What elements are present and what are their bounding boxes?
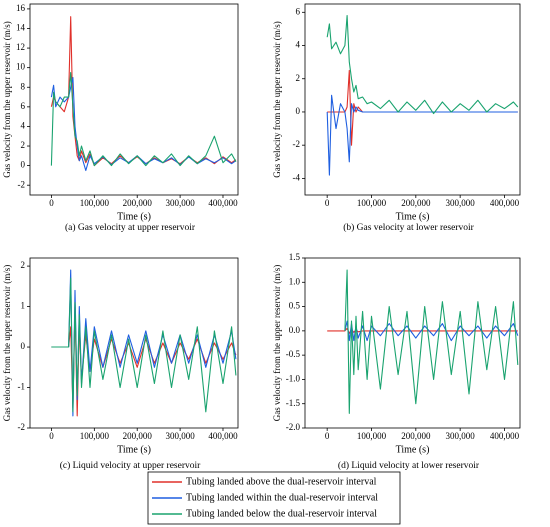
- y-tick-label: 0: [296, 106, 301, 116]
- y-tick-label: 8: [21, 81, 26, 91]
- y-tick-label: -0.5: [286, 349, 301, 359]
- y-tick-label: 1: [21, 301, 26, 311]
- y-axis-label: Gas velocity from the upper reservoir (m…: [272, 265, 282, 421]
- series-line: [326, 94, 518, 176]
- series-line: [50, 16, 237, 167]
- x-tick-label: 0: [325, 431, 330, 441]
- y-tick-label: -1.0: [286, 373, 301, 383]
- y-tick-label: -2: [293, 139, 301, 149]
- x-tick-label: 0: [325, 198, 330, 208]
- caption: (b) Gas velocity at lower reservoir: [343, 222, 474, 233]
- y-tick-label: 1.0: [289, 276, 301, 286]
- y-tick-label: -1: [18, 382, 26, 392]
- y-tick-label: 12: [16, 42, 25, 52]
- x-axis-label: Time (s): [117, 444, 151, 455]
- y-tick-label: -1.5: [286, 398, 301, 408]
- plot-frame: [304, 257, 521, 429]
- y-tick-label: 0.5: [289, 301, 301, 311]
- x-tick-label: 300,000: [446, 431, 476, 441]
- x-tick-label: 200,000: [123, 198, 153, 208]
- legend-box: [147, 471, 401, 525]
- y-axis-label: Gas velocity from the upper reservoir (m…: [2, 21, 12, 177]
- x-tick-label: 400,000: [490, 198, 520, 208]
- y-tick-label: 0.0: [289, 325, 301, 335]
- caption: (c) Liquid velocity at upper reservoir: [60, 460, 201, 471]
- caption: (d) Liquid velocity at lower reservoir: [338, 460, 480, 471]
- series-line: [344, 269, 519, 414]
- series-line: [50, 72, 237, 167]
- series-line: [51, 277, 237, 413]
- y-tick-label: 10: [16, 62, 26, 72]
- y-tick-label: 16: [16, 3, 26, 13]
- y-tick-label: -2: [18, 422, 26, 432]
- series-line: [344, 320, 519, 342]
- legend-label: Tubing landed within the dual-reservoir …: [186, 492, 378, 503]
- y-tick-label: -2.0: [286, 422, 301, 432]
- x-tick-label: 300,000: [165, 431, 195, 441]
- y-axis-label: Gas velocity from the upper reservoir (m…: [272, 21, 282, 177]
- y-tick-label: 1.5: [289, 252, 301, 262]
- y-axis-label: Gas velocity from the upper reservoir (m…: [2, 265, 12, 421]
- y-tick-label: 14: [16, 23, 26, 33]
- x-tick-label: 100,000: [357, 198, 387, 208]
- y-tick-label: 0: [21, 341, 26, 351]
- x-tick-label: 100,000: [80, 431, 110, 441]
- y-tick-label: 0: [21, 160, 26, 170]
- x-axis-label: Time (s): [117, 211, 151, 222]
- y-tick-label: -2: [18, 179, 26, 189]
- legend-label: Tubing landed below the dual-reservoir i…: [186, 508, 377, 519]
- plot-frame: [29, 3, 239, 196]
- x-axis-label: Time (s): [396, 211, 430, 222]
- y-tick-label: -4: [293, 172, 301, 182]
- series-line: [326, 15, 519, 115]
- y-tick-label: 2: [21, 260, 26, 270]
- x-tick-label: 0: [49, 431, 54, 441]
- x-tick-label: 100,000: [357, 431, 387, 441]
- x-tick-label: 300,000: [165, 198, 195, 208]
- y-tick-label: 2: [21, 140, 26, 150]
- y-tick-label: 4: [296, 40, 301, 50]
- y-tick-label: 2: [296, 73, 301, 83]
- x-tick-label: 200,000: [401, 198, 431, 208]
- x-tick-label: 200,000: [401, 431, 431, 441]
- y-tick-label: 6: [21, 101, 26, 111]
- x-tick-label: 200,000: [123, 431, 153, 441]
- y-tick-label: 4: [21, 120, 26, 130]
- plot-frame: [304, 3, 521, 196]
- x-tick-label: 400,000: [208, 198, 238, 208]
- x-tick-label: 400,000: [490, 431, 520, 441]
- series-line: [50, 76, 237, 172]
- x-tick-label: 100,000: [80, 198, 110, 208]
- y-tick-label: 6: [296, 6, 301, 16]
- legend-label: Tubing landed above the dual-reservoir i…: [186, 476, 377, 487]
- x-tick-label: 300,000: [446, 198, 476, 208]
- x-tick-label: 400,000: [208, 431, 238, 441]
- x-tick-label: 0: [49, 198, 54, 208]
- x-axis-label: Time (s): [396, 444, 430, 455]
- caption: (a) Gas velocity at upper reservoir: [65, 222, 196, 233]
- plot-frame: [29, 257, 239, 429]
